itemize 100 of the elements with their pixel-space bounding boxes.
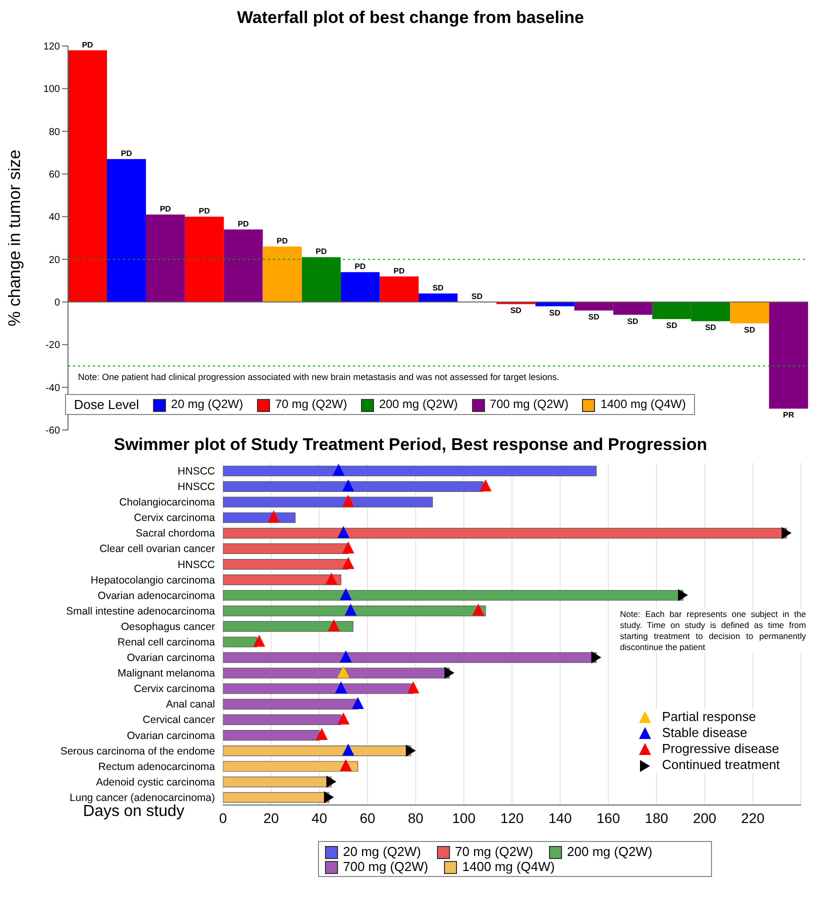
- bar: [223, 652, 597, 663]
- y-tick-label: Cervix carcinoma: [134, 683, 216, 696]
- bar: [262, 246, 302, 302]
- data-label: SD: [432, 283, 444, 292]
- y-tick-label: Ovarian adenocarcinoma: [98, 590, 216, 602]
- legend-label: 70 mg (Q2W): [454, 844, 534, 860]
- bar: [302, 257, 341, 302]
- bar: [223, 574, 342, 586]
- point: [328, 619, 340, 632]
- x-tick-label: 40: [312, 810, 328, 826]
- bar: [223, 621, 354, 632]
- legend-label: 700 mg (Q2W): [342, 859, 428, 874]
- annotation: Note: Each bar represents one subject in the study. Time on study is defined as time from starting treatment to decision to permanently discontinue the patient: [620, 609, 806, 653]
- bar: [380, 276, 419, 302]
- legend-label: Progressive disease: [662, 741, 780, 757]
- y-tick-label: Sacral chordoma: [136, 528, 216, 540]
- bar: [146, 214, 185, 302]
- bar: [223, 714, 342, 726]
- point: [342, 479, 354, 492]
- y-tick-label: 100: [43, 84, 60, 96]
- x-tick-label: 160: [596, 810, 620, 826]
- legend-label: 20 mg (Q2W): [342, 844, 422, 860]
- y-tick-label: 60: [48, 170, 60, 181]
- data-label: PD: [82, 40, 94, 50]
- y-tick-label: -40: [46, 382, 60, 394]
- y-tick-label: Serous carcinoma of the endome: [60, 745, 216, 758]
- x-tick-label: 60: [360, 810, 376, 826]
- legend-label: Stable disease: [662, 725, 748, 741]
- data-label: PD: [120, 149, 132, 158]
- legend-label: 200 mg (Q2W): [566, 844, 652, 860]
- bar: [223, 466, 597, 476]
- y-tick-label: HNSCC: [178, 481, 216, 494]
- data-label: PD: [394, 266, 405, 276]
- point: [332, 464, 345, 476]
- legend-title: Dose Level: [74, 397, 140, 412]
- point: [406, 744, 416, 757]
- bar: [535, 302, 574, 306]
- y-tick-label: Clear cell ovarian cancer: [99, 543, 216, 556]
- y-tick-label: Small intestine adenocarcinoma: [66, 605, 216, 618]
- bar: [106, 159, 146, 302]
- legend-label: 70 mg (Q2W): [274, 397, 348, 412]
- point: [340, 650, 352, 662]
- x-tick-label: 100: [452, 810, 476, 826]
- bar: [223, 543, 349, 554]
- bar: [223, 776, 332, 788]
- y-tick-label: Lung cancer (adenocarcinoma): [70, 792, 215, 804]
- point: [472, 604, 484, 616]
- y-tick-label: Renal cell carcinoma: [118, 636, 216, 648]
- bar: [223, 698, 358, 710]
- legend-label: 1400 mg (Q4W): [599, 397, 686, 412]
- point: [480, 479, 492, 492]
- y-tick-label: 0: [54, 298, 60, 309]
- y-tick-label: 20: [48, 254, 60, 266]
- x-tick-label: 200: [692, 810, 717, 826]
- data-label: PD: [316, 247, 327, 256]
- y-tick-label: Ovarian carcinoma: [126, 730, 216, 742]
- data-label: PR: [782, 410, 794, 420]
- y-tick-label: Cervix carcinoma: [134, 512, 216, 524]
- legend-label: Partial response: [662, 709, 756, 725]
- point: [337, 712, 350, 724]
- y-tick-label: 120: [43, 42, 60, 53]
- point: [344, 604, 357, 616]
- y-tick-label: HNSCC: [178, 466, 216, 478]
- y-tick-label: Rectum adenocarcinoma: [98, 760, 216, 773]
- y-tick-label: 40: [48, 212, 60, 224]
- data-label: PD: [160, 204, 172, 214]
- data-label: SD: [666, 321, 678, 330]
- data-label: PD: [276, 236, 288, 246]
- point: [407, 681, 420, 694]
- x-axis-title: Days on study: [83, 803, 184, 821]
- point: [337, 666, 350, 678]
- bar: [730, 302, 770, 324]
- x-tick-label: 20: [263, 810, 280, 826]
- data-label: PD: [238, 219, 250, 228]
- y-tick-label: Ovarian carcinoma: [126, 652, 216, 664]
- legend-label: 1400 mg (Q4W): [461, 859, 555, 874]
- x-tick-label: 220: [741, 810, 765, 826]
- bar: [769, 302, 808, 409]
- bar: [223, 481, 484, 492]
- y-tick-label: -60: [46, 426, 60, 437]
- y-tick-label: Malignant melanoma: [118, 668, 216, 680]
- chart-title: Waterfall plot of best change from baseline: [236, 8, 585, 29]
- point: [678, 589, 688, 602]
- point: [342, 744, 354, 756]
- bar: [223, 668, 450, 678]
- y-tick-label: Anal canal: [166, 698, 215, 711]
- bar: [223, 558, 349, 570]
- bar: [223, 496, 433, 508]
- point: [324, 791, 334, 804]
- y-axis-title: % change in tumor size: [5, 150, 24, 326]
- x-tick-label: 140: [548, 810, 572, 826]
- bar: [418, 293, 458, 302]
- bar: [68, 50, 107, 302]
- point: [444, 666, 454, 679]
- bar: [223, 636, 258, 648]
- data-label: SD: [510, 306, 522, 316]
- point: [340, 759, 352, 772]
- bar: [223, 730, 320, 741]
- point: [352, 696, 364, 709]
- point: [337, 526, 350, 538]
